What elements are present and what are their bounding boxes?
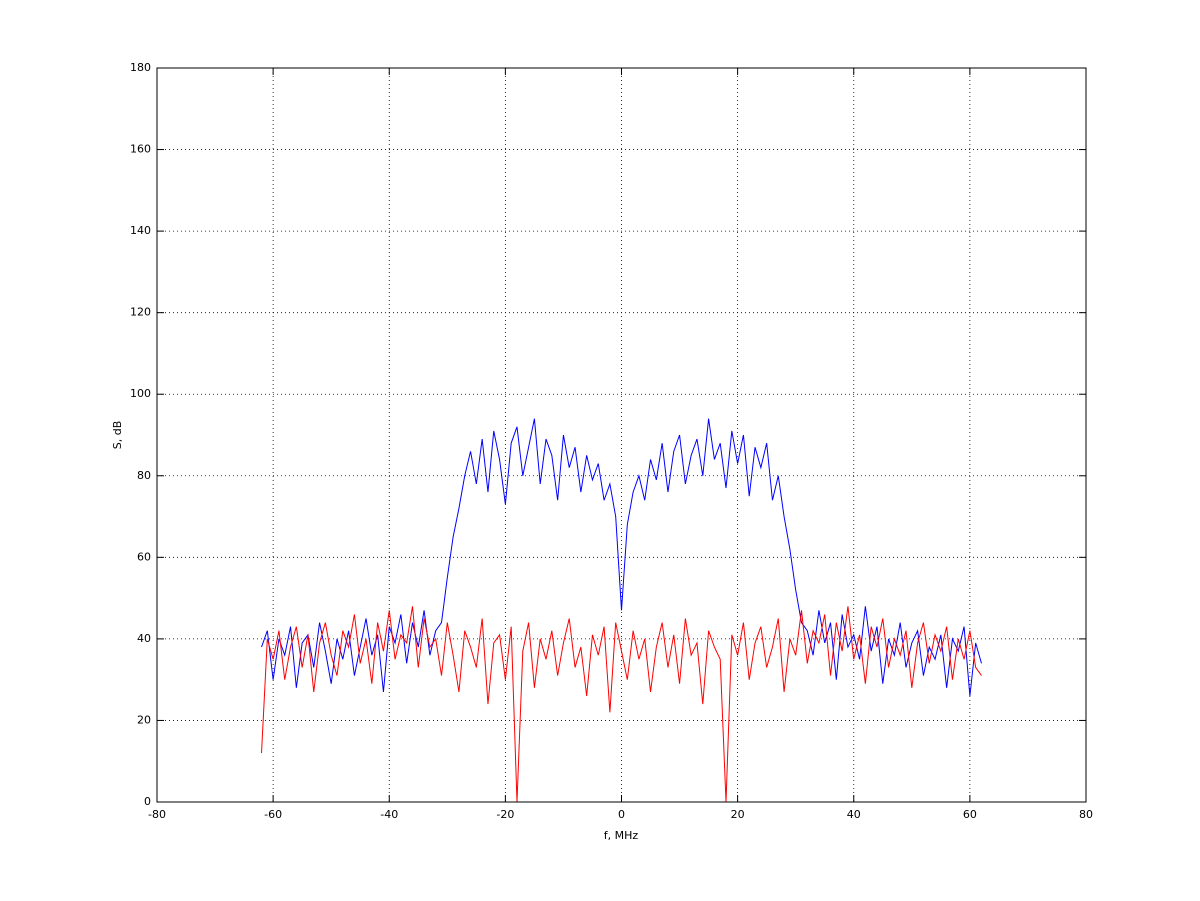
y-tick-label: 80: [137, 469, 151, 482]
y-tick-label: 100: [130, 387, 151, 400]
data-line: [261, 418, 982, 697]
x-tick-label: -20: [496, 808, 514, 821]
x-tick-label: 20: [731, 808, 745, 821]
y-tick-label: 160: [130, 143, 151, 156]
x-tick-label: -80: [148, 808, 166, 821]
plot-frame: [156, 67, 1087, 803]
y-tick-label: 20: [137, 713, 151, 726]
x-tick-label: 80: [1079, 808, 1093, 821]
y-tick-label: 180: [130, 61, 151, 74]
y-tick-label: 0: [144, 795, 151, 808]
y-tick-label: 120: [130, 306, 151, 319]
y-tick-label: 40: [137, 632, 151, 645]
x-tick-label: 60: [963, 808, 977, 821]
x-tick-label: -60: [264, 808, 282, 821]
x-tick-label: 0: [618, 808, 625, 821]
y-axis-label: S, dB: [111, 421, 124, 450]
x-tick-label: 40: [847, 808, 861, 821]
data-line: [261, 606, 982, 803]
x-tick-label: -40: [380, 808, 398, 821]
y-tick-label: 140: [130, 224, 151, 237]
y-tick-label: 60: [137, 550, 151, 563]
x-axis-label: f, MHz: [604, 829, 639, 842]
